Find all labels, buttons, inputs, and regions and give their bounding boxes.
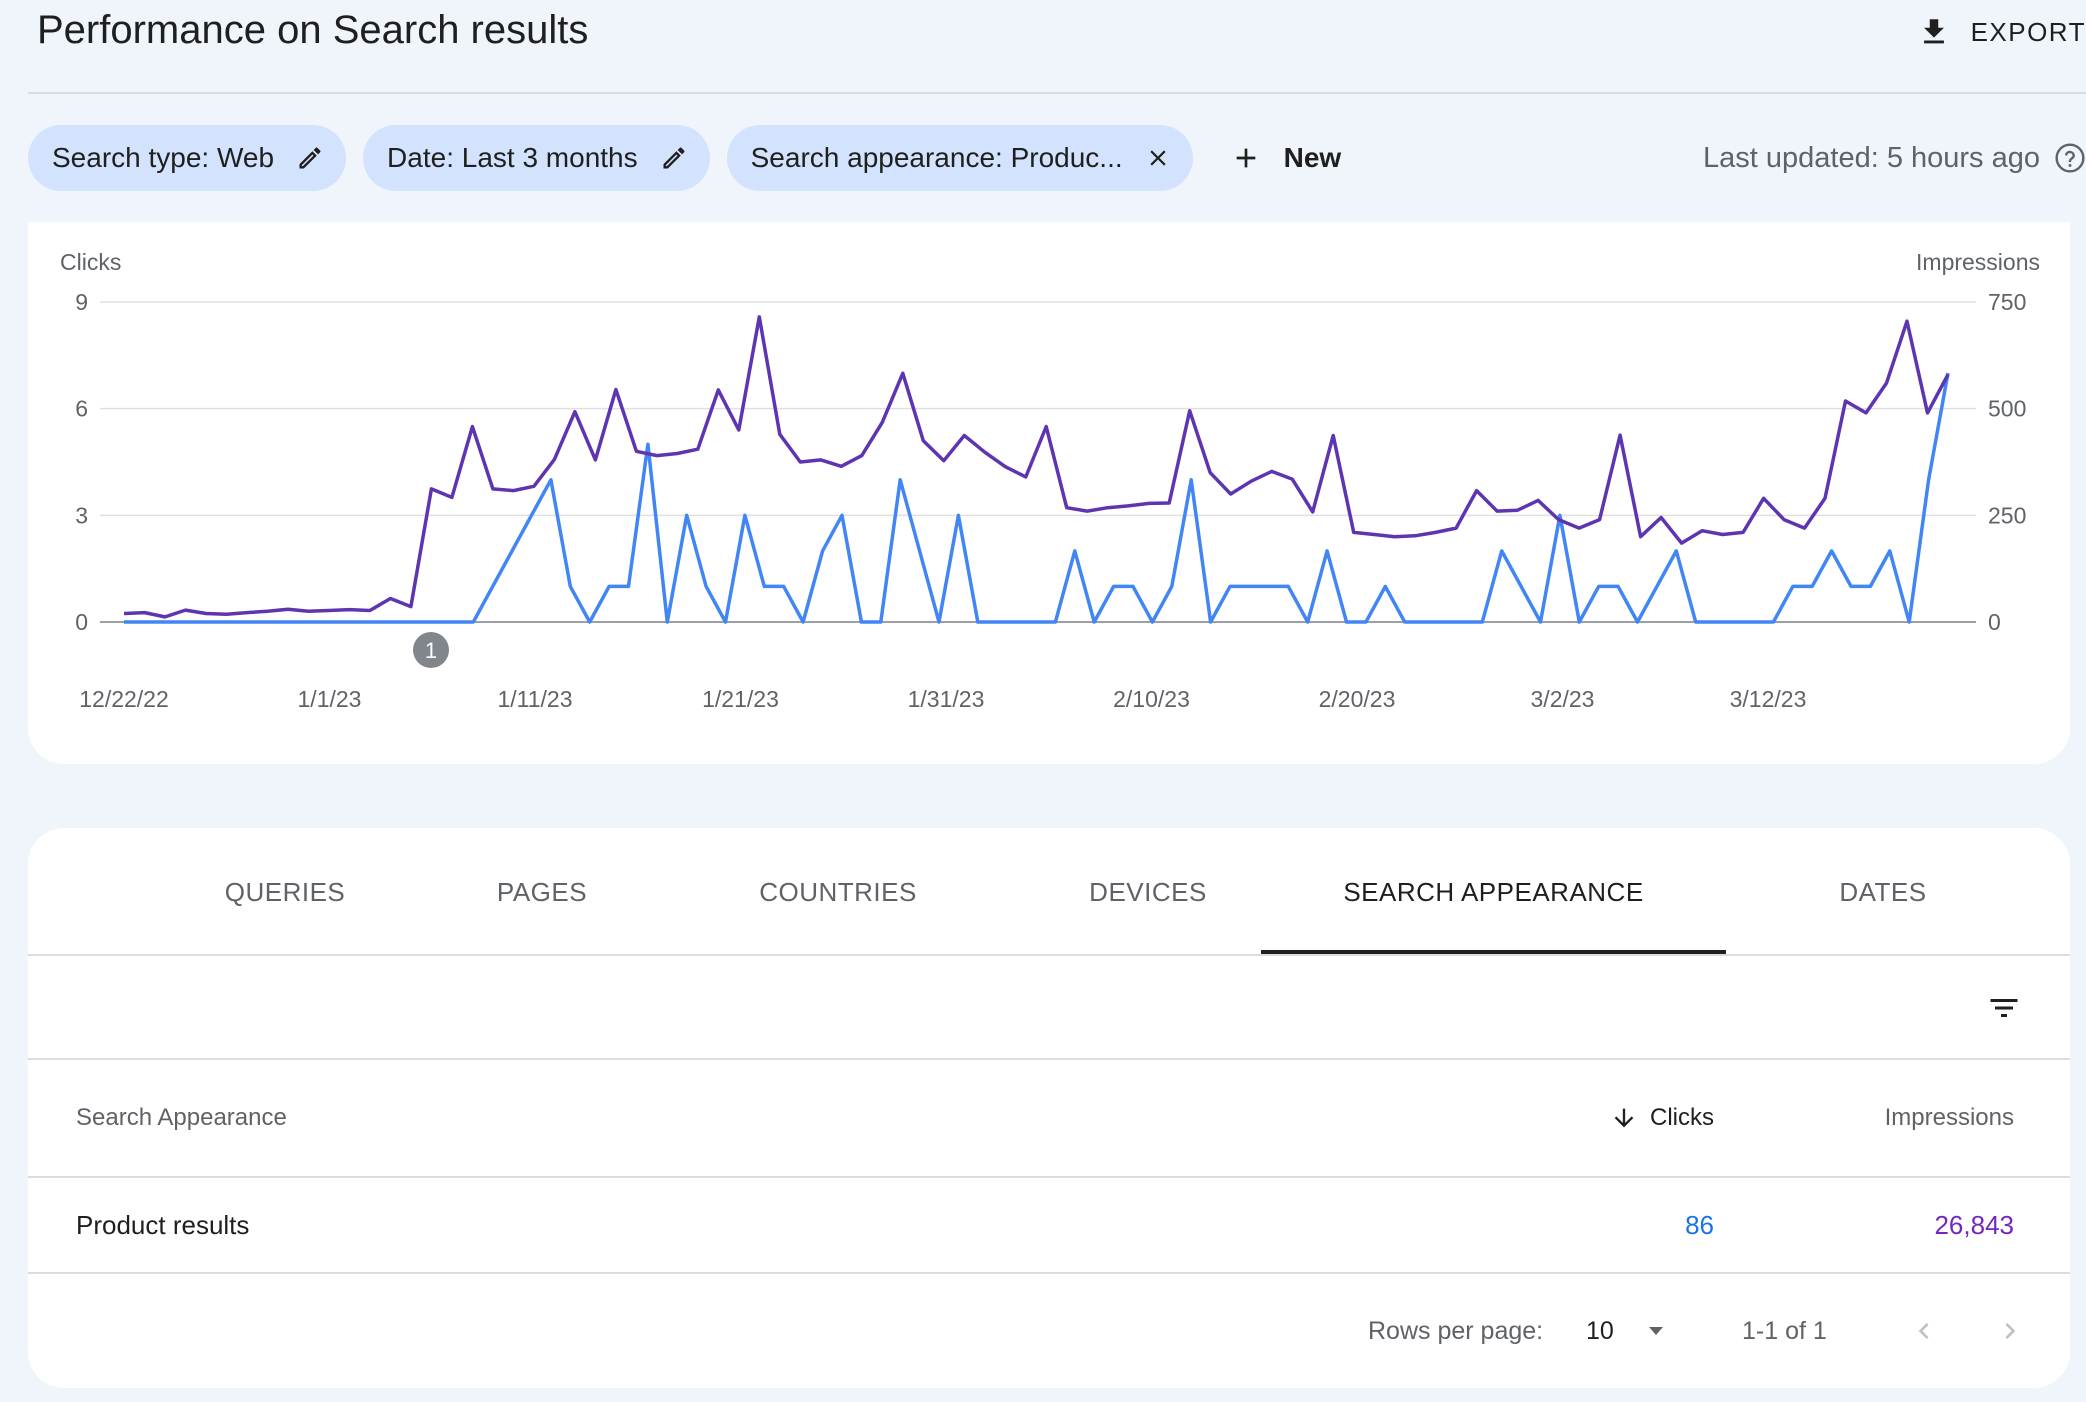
active-tab-indicator bbox=[1261, 950, 1726, 954]
close-icon[interactable] bbox=[1145, 145, 1171, 171]
filter-chip-date[interactable]: Date: Last 3 months bbox=[363, 125, 710, 191]
right-tick-label: 0 bbox=[1988, 609, 2001, 635]
filter-chip-label: Search appearance: Produc... bbox=[750, 142, 1123, 173]
download-icon bbox=[1923, 19, 1944, 44]
rows-per-page-value: 10 bbox=[1586, 1316, 1614, 1345]
rows-per-page-label: Rows per page: bbox=[1368, 1316, 1544, 1345]
column-header-impressions[interactable]: Impressions bbox=[1884, 1104, 2014, 1131]
column-header-search-appearance[interactable]: Search Appearance bbox=[76, 1104, 287, 1131]
x-tick-label: 2/10/23 bbox=[1113, 686, 1190, 712]
tab-pages[interactable]: PAGES bbox=[496, 876, 588, 907]
dropdown-arrow-icon bbox=[1648, 1327, 1663, 1335]
last-updated: Last updated: 5 hours ago bbox=[1703, 135, 2086, 181]
tab-dates[interactable]: DATES bbox=[1839, 876, 1927, 907]
export-label: EXPORT bbox=[1970, 16, 2086, 47]
annotation-label: 1 bbox=[425, 638, 437, 663]
rows-per-page-select[interactable]: 10 bbox=[1586, 1274, 1668, 1388]
page-title: Performance on Search results bbox=[37, 8, 589, 52]
header-divider bbox=[28, 92, 2086, 94]
x-tick-label: 1/1/23 bbox=[298, 686, 362, 712]
left-tick-label: 9 bbox=[75, 289, 88, 315]
previous-page-button[interactable] bbox=[1908, 1274, 1940, 1388]
tab-queries[interactable]: QUERIES bbox=[224, 876, 346, 907]
column-header-clicks[interactable]: Clicks bbox=[1610, 1060, 1714, 1176]
left-tick-label: 3 bbox=[75, 502, 88, 528]
dimension-table-card: QUERIES PAGES COUNTRIES DEVICES SEARCH A… bbox=[28, 828, 2070, 1388]
x-tick-label: 1/21/23 bbox=[702, 686, 779, 712]
filter-chip-label: Search type: Web bbox=[52, 142, 275, 173]
filter-chip-label: Date: Last 3 months bbox=[387, 142, 638, 173]
last-updated-text: Last updated: 5 hours ago bbox=[1703, 141, 2040, 174]
left-tick-label: 6 bbox=[75, 396, 88, 422]
table-header: Search Appearance Clicks Impressions bbox=[28, 1060, 2070, 1178]
table-toolbar bbox=[28, 956, 2070, 1060]
right-tick-label: 500 bbox=[1988, 396, 2026, 422]
tab-devices[interactable]: DEVICES bbox=[1089, 876, 1207, 907]
table-row[interactable]: Product results 86 26,843 bbox=[28, 1178, 2070, 1274]
help-icon[interactable] bbox=[2054, 142, 2086, 174]
pencil-icon[interactable] bbox=[660, 144, 688, 172]
next-page-button[interactable] bbox=[1994, 1274, 2026, 1388]
chevron-right-icon bbox=[2005, 1323, 2016, 1339]
row-search-appearance: Product results bbox=[76, 1209, 250, 1240]
new-filter-button[interactable]: New bbox=[1230, 142, 1342, 174]
filter-chip-search-type[interactable]: Search type: Web bbox=[28, 125, 347, 191]
x-tick-label: 12/22/22 bbox=[79, 686, 169, 712]
series-line-clicks bbox=[124, 372, 1950, 624]
chevron-left-icon bbox=[1918, 1323, 1929, 1339]
filter-chip-search-appearance[interactable]: Search appearance: Produc... bbox=[726, 125, 1193, 191]
filter-bar: Search type: Web Date: Last 3 months Sea… bbox=[28, 125, 1341, 191]
new-filter-label: New bbox=[1283, 142, 1342, 173]
performance-chart: 9 6 3 0 750 500 250 0 Clicks Impressions 12/22/22 1… bbox=[28, 222, 2070, 764]
x-tick-label: 2/20/23 bbox=[1319, 686, 1396, 712]
left-tick-label: 0 bbox=[75, 609, 88, 635]
column-header-clicks-label: Clicks bbox=[1650, 1104, 1714, 1131]
row-clicks: 86 bbox=[1685, 1209, 1714, 1240]
x-tick-label: 1/31/23 bbox=[908, 686, 985, 712]
row-impressions: 26,843 bbox=[1934, 1209, 2014, 1240]
page-header: Performance on Search results EXPORT bbox=[0, 0, 2086, 93]
annotation-marker bbox=[413, 632, 449, 668]
pagination: Rows per page: 10 1-1 of 1 bbox=[28, 1274, 2070, 1388]
pencil-icon[interactable] bbox=[296, 144, 324, 172]
export-button[interactable]: EXPORT bbox=[1917, 8, 2086, 56]
right-axis-label: Impressions bbox=[1916, 249, 2040, 275]
x-tick-label: 3/12/23 bbox=[1730, 686, 1807, 712]
arrow-down-icon bbox=[1614, 1108, 1634, 1128]
series-line-impressions bbox=[123, 315, 1950, 619]
plus-icon bbox=[1236, 148, 1255, 168]
x-tick-label: 1/11/23 bbox=[497, 686, 572, 712]
x-tick-label: 3/2/23 bbox=[1531, 686, 1595, 712]
filter-rows-icon[interactable] bbox=[1986, 990, 2022, 1026]
right-tick-label: 250 bbox=[1988, 502, 2026, 528]
right-tick-label: 750 bbox=[1988, 289, 2026, 315]
tab-search-appearance[interactable]: SEARCH APPEARANCE bbox=[1343, 876, 1644, 907]
tab-countries[interactable]: COUNTRIES bbox=[759, 876, 917, 907]
chart-svg: 9 6 3 0 750 500 250 0 Clicks Impressions 12/22/22 1… bbox=[60, 249, 2040, 712]
dimension-tabs: QUERIES PAGES COUNTRIES DEVICES SEARCH A… bbox=[28, 828, 2070, 956]
left-axis-label: Clicks bbox=[60, 249, 121, 275]
pagination-range: 1-1 of 1 bbox=[1742, 1316, 1827, 1345]
